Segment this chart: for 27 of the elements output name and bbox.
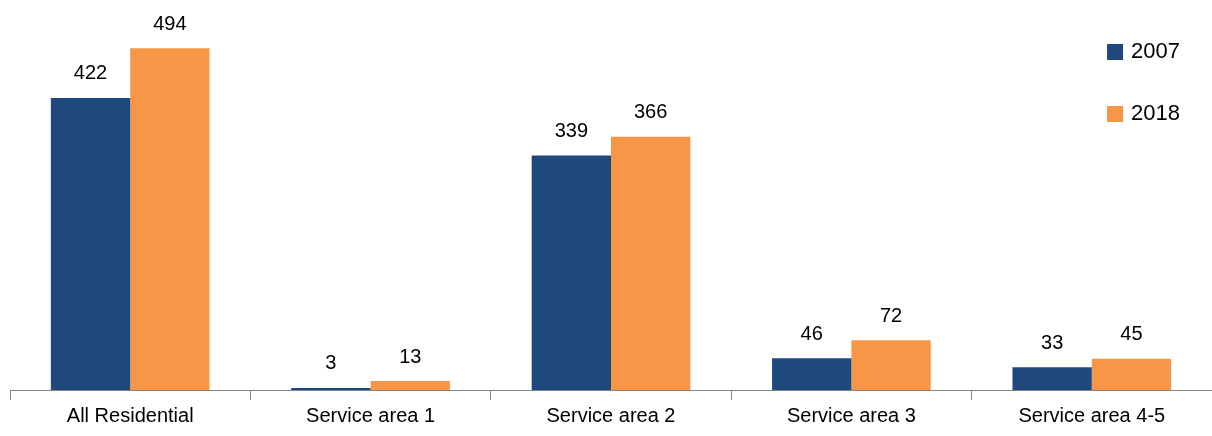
data-label: 33	[1041, 330, 1064, 353]
data-label: 422	[73, 61, 108, 84]
x-tick-label: All Residential	[66, 403, 194, 426]
legend-label: 2007	[1131, 38, 1181, 64]
bar	[611, 136, 691, 390]
data-label: 72	[879, 303, 903, 326]
bar	[370, 381, 450, 390]
x-tick-label: Service area 1	[306, 403, 436, 426]
data-label: 494	[153, 11, 187, 34]
bar	[772, 358, 852, 390]
data-label: 46	[800, 321, 823, 344]
data-label: 366	[633, 100, 668, 123]
bar	[1012, 367, 1092, 390]
bar	[50, 97, 131, 390]
data-label: 339	[554, 118, 589, 141]
legend-label: 2018	[1131, 100, 1181, 126]
data-label: 13	[399, 344, 422, 367]
bar	[130, 48, 210, 390]
bar	[291, 387, 371, 390]
x-tick-label: Service area 3	[786, 403, 916, 426]
x-tick-label: Service area 4-5	[1018, 403, 1166, 426]
x-tick-label: Service area 2	[546, 403, 676, 426]
data-label: 3	[325, 351, 337, 374]
bar	[851, 340, 931, 390]
bar	[531, 155, 611, 390]
data-label: 45	[1120, 322, 1143, 345]
bar	[1091, 358, 1172, 390]
